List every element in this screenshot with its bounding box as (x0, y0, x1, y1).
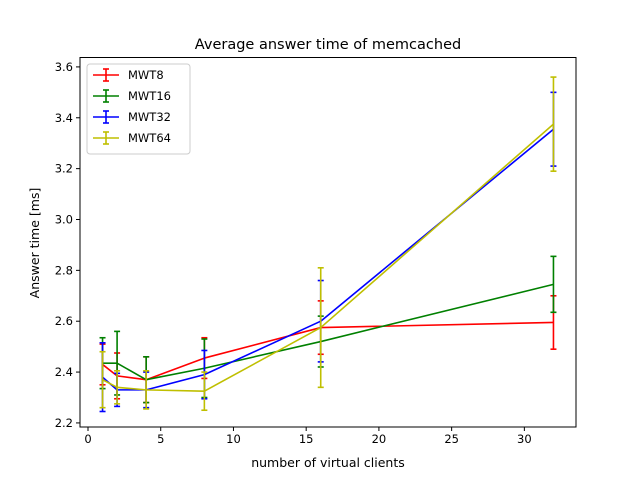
legend-label: MWT64 (128, 131, 171, 145)
legend-item-mwt16: MWT16 (93, 89, 171, 103)
legend-item-mwt8: MWT8 (93, 68, 164, 82)
x-tick-label: 10 (226, 432, 241, 446)
y-tick-label: 3.6 (55, 60, 73, 74)
legend-item-mwt64: MWT64 (93, 131, 171, 145)
x-axis-label: number of virtual clients (251, 455, 405, 470)
y-tick-label: 2.6 (55, 314, 73, 328)
y-tick-label: 3.4 (55, 111, 73, 125)
legend-item-mwt32: MWT32 (93, 110, 171, 124)
error-bar (201, 371, 208, 412)
error-bar (99, 350, 106, 409)
x-tick-label: 5 (157, 432, 164, 446)
chart-title: Average answer time of memcached (195, 37, 461, 53)
series-line (102, 123, 554, 392)
legend-label: MWT8 (128, 68, 164, 82)
legend-label: MWT32 (128, 110, 171, 124)
series-line (102, 128, 554, 391)
error-bar (114, 369, 121, 405)
y-axis-label: Answer time [ms] (27, 188, 42, 299)
x-tick-label: 20 (372, 432, 387, 446)
error-bar (317, 267, 324, 389)
plot-series (99, 76, 557, 413)
x-ticks: 0 5 10 15 20 25 30 (84, 427, 532, 446)
y-tick-label: 2.4 (55, 365, 73, 379)
y-tick-label: 2.8 (55, 263, 73, 277)
series-mwt64 (99, 76, 557, 412)
error-bar (143, 369, 150, 410)
x-tick-label: 0 (84, 432, 91, 446)
series-line (102, 283, 554, 381)
plot-frame (79, 57, 577, 428)
legend-box (86, 63, 191, 155)
error-bar (550, 255, 557, 314)
y-tick-label: 3.2 (55, 162, 73, 176)
legend: MWT8 MWT16 MWT32 MWT64 (86, 63, 191, 155)
x-tick-label: 15 (299, 432, 314, 446)
y-tick-label: 2.2 (55, 416, 73, 430)
error-bar (550, 76, 557, 172)
y-tick-label: 3.0 (55, 212, 73, 226)
x-tick-label: 30 (517, 432, 532, 446)
y-ticks: 2.2 2.4 2.6 2.8 3.0 3.2 3.4 3.6 (55, 60, 80, 430)
x-tick-label: 25 (444, 432, 459, 446)
legend-label: MWT16 (128, 89, 171, 103)
